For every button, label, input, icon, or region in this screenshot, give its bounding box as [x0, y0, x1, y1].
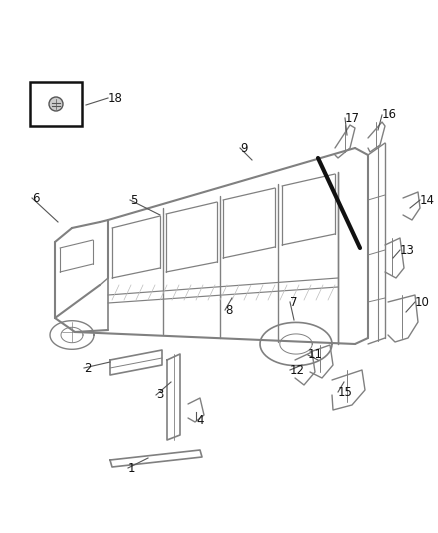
Text: 8: 8	[225, 303, 233, 317]
Text: 18: 18	[108, 92, 123, 104]
Text: 9: 9	[240, 141, 247, 155]
Text: 10: 10	[415, 295, 430, 309]
Text: 13: 13	[400, 244, 415, 256]
Text: 4: 4	[196, 414, 204, 426]
Bar	[30, 82, 82, 126]
Text: 14: 14	[420, 193, 435, 206]
Text: 15: 15	[338, 385, 353, 399]
Text: 7: 7	[290, 295, 297, 309]
Text: 17: 17	[345, 111, 360, 125]
Text: 12: 12	[290, 364, 305, 376]
Text: 1: 1	[128, 462, 135, 474]
Text: 11: 11	[308, 349, 323, 361]
Text: 2: 2	[84, 361, 92, 375]
Text: 3: 3	[156, 389, 163, 401]
Text: 5: 5	[130, 193, 138, 206]
Text: 16: 16	[382, 109, 397, 122]
Text: 6: 6	[32, 191, 39, 205]
Circle shape	[49, 97, 63, 111]
